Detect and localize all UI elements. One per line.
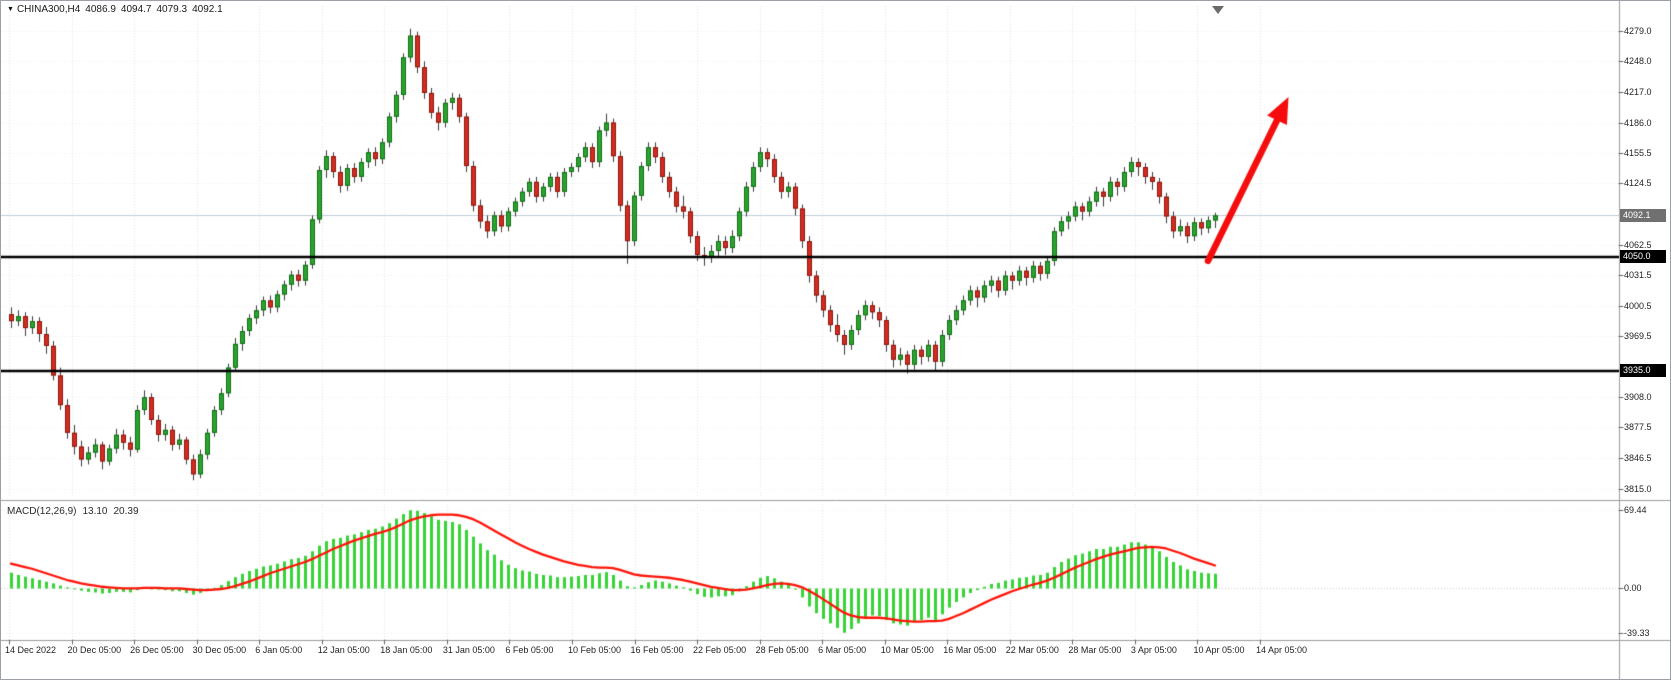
ohlc-open-value: 4086.9	[85, 4, 116, 15]
macd-indicator-label: MACD(12,26,9) 13.10 20.39	[7, 506, 145, 517]
macd-signal-value: 20.39	[113, 506, 139, 517]
macd-main-value: 13.10	[82, 506, 108, 517]
symbol-marker-icon: ▼	[7, 6, 14, 13]
chart-shift-marker-icon	[1212, 6, 1224, 14]
symbol-period-label: CHINA300,H4	[16, 4, 81, 15]
macd-params-label: MACD(12,26,9)	[7, 506, 77, 517]
symbol-title: ▼ CHINA300,H4 4086.9 4094.7 4079.3 4092.1	[7, 4, 228, 15]
ohlc-low-value: 4079.3	[156, 4, 188, 15]
ohlc-high-value: 4094.7	[120, 4, 152, 15]
ohlc-close-value: 4092.1	[192, 4, 223, 15]
